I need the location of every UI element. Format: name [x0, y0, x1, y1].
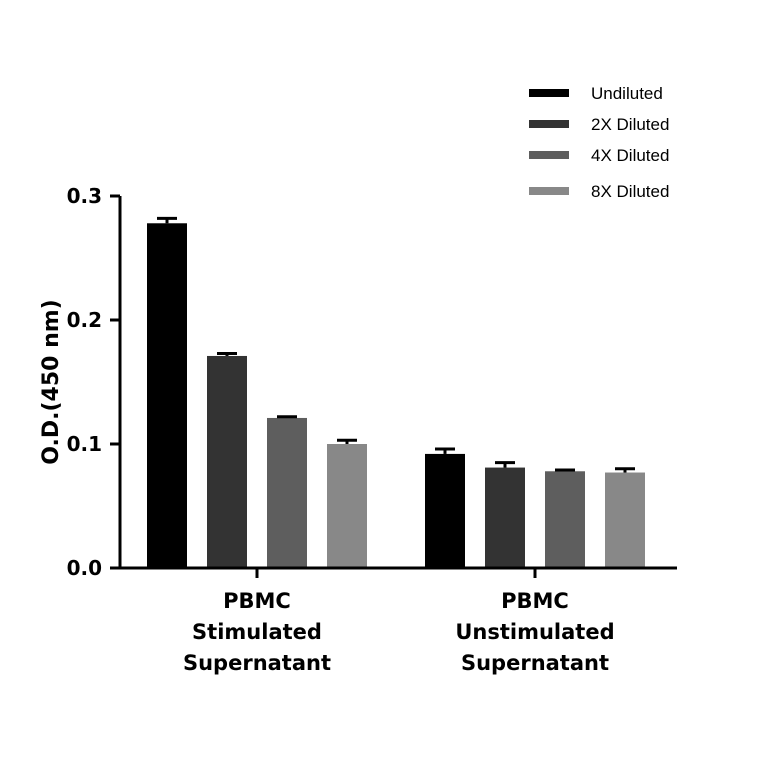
category-label: Unstimulated: [455, 620, 614, 644]
bar-8x-diluted: [327, 444, 367, 568]
legend-label: Undiluted: [591, 84, 663, 103]
y-ticks: 0.0 0.1 0.2 0.3: [67, 184, 120, 580]
y-tick-label: 0.3: [67, 184, 102, 208]
category-label: Supernatant: [183, 651, 331, 675]
legend-swatch: [529, 89, 569, 97]
legend-swatch: [529, 151, 569, 159]
bar-4x-diluted: [267, 417, 307, 568]
bar-4x-diluted: [545, 471, 585, 568]
legend-item: 8X Diluted: [529, 182, 669, 201]
y-axis-label: O.D.(450 nm): [39, 299, 64, 464]
y-tick-label: 0.2: [67, 308, 102, 332]
bar-2x-diluted: [485, 467, 525, 568]
legend-item: 2X Diluted: [529, 115, 669, 134]
bar-undiluted: [147, 223, 187, 568]
legend-swatch: [529, 187, 569, 195]
category-label: PBMC: [501, 589, 569, 613]
legend-label: 4X Diluted: [591, 146, 669, 165]
legend-label: 2X Diluted: [591, 115, 669, 134]
legend-item: Undiluted: [529, 84, 663, 103]
bars: [147, 216, 645, 568]
y-tick-label: 0.1: [67, 432, 102, 456]
bar-2x-diluted: [207, 355, 247, 568]
y-tick-label: 0.0: [67, 556, 102, 580]
legend-item: 4X Diluted: [529, 146, 669, 165]
bar-undiluted: [425, 453, 465, 568]
category-label: Supernatant: [461, 651, 609, 675]
bar-8x-diluted: [605, 472, 645, 568]
legend-label: 8X Diluted: [591, 182, 669, 201]
category-label: Stimulated: [192, 620, 322, 644]
legend: Undiluted 2X Diluted 4X Diluted 8X Diluted: [529, 84, 669, 201]
category-labels: PBMC Stimulated Supernatant PBMC Unstimulate…: [183, 568, 615, 675]
category-label: PBMC: [223, 589, 291, 613]
legend-swatch: [529, 120, 569, 128]
